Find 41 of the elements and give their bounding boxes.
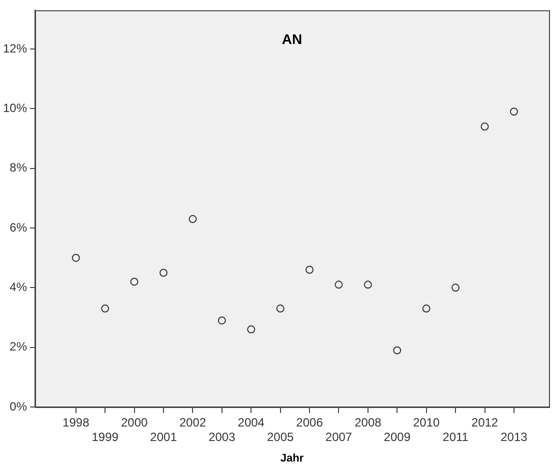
y-tick-label: 12% (2, 41, 28, 56)
y-tick-label: 2% (10, 340, 28, 354)
y-tick-label: 8% (10, 160, 28, 175)
point (393, 346, 402, 354)
point (276, 304, 284, 313)
x-tick-label: 2007 (325, 430, 352, 444)
x-tick-label: 2009 (384, 430, 411, 444)
x-tick-label: 1998 (62, 416, 90, 430)
x-tick-label: 2000 (120, 416, 148, 430)
point (218, 316, 226, 324)
point (130, 278, 138, 286)
y-tick-label: 4% (10, 280, 28, 294)
point (510, 108, 518, 116)
x-tick-label: 2010 (412, 416, 440, 430)
text: AN (282, 31, 302, 48)
y-tick-label: 0% (10, 399, 28, 414)
x-tick-label: 2012 (471, 416, 498, 430)
x-tick-label: 2011 (442, 430, 469, 444)
x-tick-label: 2001 (150, 430, 178, 444)
point (452, 284, 460, 292)
y-tick-label: 6% (10, 220, 28, 234)
point (247, 325, 256, 334)
x-tick-label: 1999 (92, 430, 119, 444)
point (101, 304, 110, 313)
x-tick-label: 2013 (500, 430, 528, 444)
x-tick-label: 2003 (208, 430, 236, 444)
point (188, 215, 197, 224)
point (306, 266, 314, 274)
point (480, 122, 489, 131)
x-tick-label: 2006 (296, 416, 324, 430)
point (422, 304, 430, 313)
x-tick-label: 2008 (354, 416, 382, 430)
point (334, 280, 343, 289)
x-axis-title: Jahr (280, 452, 304, 464)
x-tick-label: 2005 (266, 430, 294, 444)
x-tick-label: 2004 (238, 416, 265, 430)
point (160, 268, 168, 277)
point (364, 280, 372, 289)
y-tick-label: 10% (2, 100, 28, 115)
point (72, 254, 80, 262)
x-tick-label: 2002 (179, 416, 206, 430)
